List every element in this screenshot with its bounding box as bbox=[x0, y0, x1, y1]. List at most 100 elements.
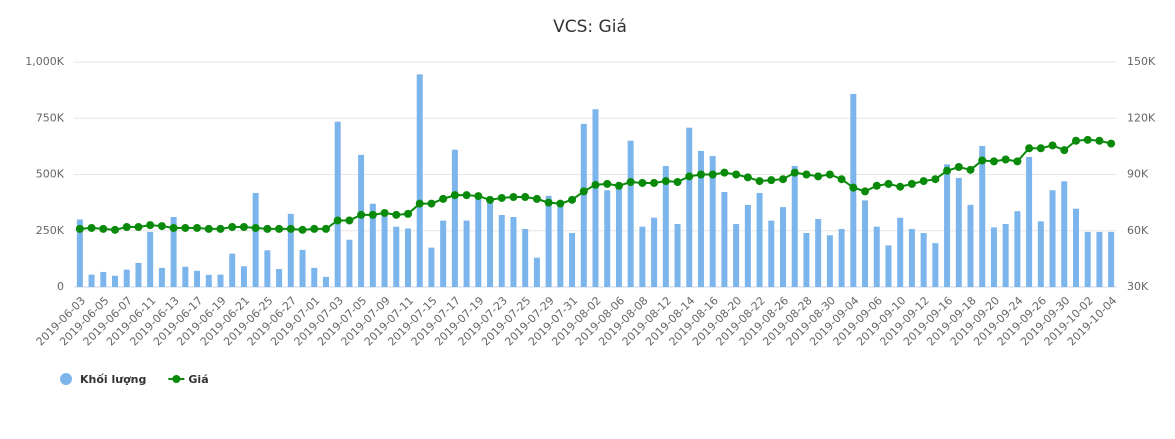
bar bbox=[1096, 231, 1103, 287]
point bbox=[99, 224, 108, 233]
bar bbox=[404, 228, 411, 287]
legend-label: Giá bbox=[188, 373, 208, 386]
point bbox=[122, 223, 131, 231]
bar bbox=[311, 267, 318, 287]
bar bbox=[299, 249, 306, 287]
point bbox=[286, 224, 295, 233]
point bbox=[1095, 136, 1104, 145]
point bbox=[216, 224, 225, 233]
bar bbox=[920, 233, 927, 287]
bar bbox=[662, 165, 669, 287]
bar bbox=[522, 228, 529, 287]
point bbox=[1107, 139, 1116, 148]
point bbox=[954, 163, 963, 171]
bar bbox=[651, 217, 658, 287]
point bbox=[111, 225, 120, 234]
bar bbox=[1072, 208, 1079, 287]
point bbox=[333, 216, 342, 225]
point bbox=[275, 224, 284, 233]
bar bbox=[944, 164, 951, 287]
bar bbox=[1084, 231, 1091, 287]
point bbox=[368, 210, 377, 219]
point bbox=[357, 210, 366, 219]
point bbox=[403, 209, 412, 218]
point bbox=[919, 177, 928, 186]
legend-symbol bbox=[60, 373, 72, 385]
point bbox=[568, 195, 577, 204]
chart-title: VCS: Giá bbox=[553, 17, 627, 37]
point bbox=[228, 223, 237, 231]
point bbox=[1071, 136, 1080, 145]
bar bbox=[217, 274, 224, 287]
point bbox=[907, 179, 916, 188]
point bbox=[673, 178, 682, 186]
bar bbox=[674, 224, 681, 287]
point bbox=[1083, 135, 1092, 144]
bar bbox=[358, 154, 365, 287]
y-tick-label: 60K bbox=[1127, 224, 1149, 237]
point bbox=[989, 157, 998, 166]
bar bbox=[100, 271, 107, 287]
point bbox=[474, 192, 483, 201]
bar bbox=[545, 195, 552, 287]
point bbox=[896, 182, 905, 191]
y-tick-label: 150K bbox=[1127, 55, 1156, 68]
bar bbox=[451, 149, 458, 287]
bar bbox=[393, 226, 400, 287]
bar bbox=[908, 228, 915, 287]
point bbox=[392, 210, 401, 219]
point bbox=[544, 198, 553, 207]
bar bbox=[252, 192, 259, 287]
bar bbox=[1002, 224, 1009, 287]
point bbox=[556, 199, 565, 208]
bar bbox=[135, 262, 142, 287]
point bbox=[884, 179, 893, 188]
bar bbox=[76, 219, 83, 287]
point bbox=[1001, 155, 1010, 164]
bar bbox=[627, 140, 634, 287]
point bbox=[87, 223, 96, 232]
bar bbox=[322, 276, 329, 287]
y-tick-label: 90K bbox=[1127, 168, 1149, 181]
point bbox=[462, 191, 471, 200]
y-tick-label: 750K bbox=[36, 111, 65, 124]
bar bbox=[615, 186, 622, 287]
point bbox=[532, 194, 541, 203]
point bbox=[696, 170, 705, 179]
point bbox=[931, 175, 940, 184]
bar bbox=[592, 109, 599, 287]
bar bbox=[803, 233, 810, 287]
point bbox=[638, 178, 647, 187]
bar bbox=[334, 121, 341, 287]
point bbox=[157, 222, 166, 231]
bar bbox=[498, 215, 505, 287]
point bbox=[743, 173, 752, 182]
bar bbox=[1108, 231, 1115, 287]
bar bbox=[826, 235, 833, 287]
bar bbox=[264, 250, 271, 287]
bar bbox=[967, 204, 974, 287]
y-tick-label: 0 bbox=[57, 280, 64, 293]
point bbox=[603, 179, 612, 188]
point bbox=[1036, 144, 1045, 153]
point bbox=[614, 181, 623, 190]
point bbox=[825, 170, 834, 179]
bar bbox=[170, 217, 177, 287]
y-tick-label: 250K bbox=[36, 224, 65, 237]
point bbox=[134, 223, 143, 231]
y-tick-label: 30K bbox=[1127, 280, 1149, 293]
point bbox=[1048, 141, 1057, 150]
bar bbox=[147, 231, 154, 287]
point bbox=[837, 175, 846, 184]
bar bbox=[158, 267, 165, 287]
point bbox=[521, 193, 530, 201]
point bbox=[732, 170, 741, 179]
point bbox=[802, 170, 811, 179]
bar bbox=[510, 217, 517, 287]
point bbox=[767, 176, 776, 185]
point bbox=[75, 224, 84, 233]
bar bbox=[897, 217, 904, 287]
bar bbox=[1014, 211, 1021, 287]
bar bbox=[123, 269, 130, 287]
